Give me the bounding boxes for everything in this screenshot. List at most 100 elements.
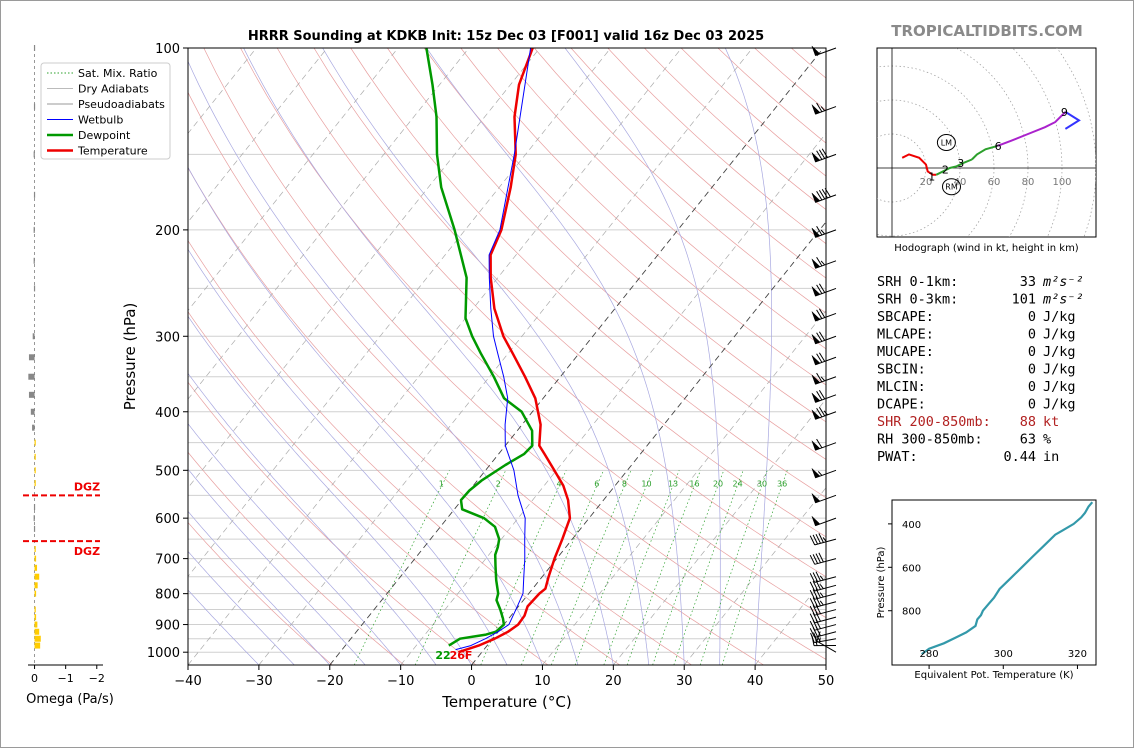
omega-bar bbox=[34, 606, 36, 613]
brand-logo: TROPICALTIDBITS.COM bbox=[891, 22, 1083, 40]
y-tick-label: 200 bbox=[155, 224, 180, 239]
series-dewpoint bbox=[425, 48, 534, 647]
mixing-ratio-label: 16 bbox=[689, 480, 699, 489]
wind-barb bbox=[811, 493, 837, 504]
indices-panel: SRH 0-1km: 33 m²s⁻² SRH 0-3km: 101 m²s⁻² SBCAP… bbox=[877, 274, 1084, 465]
omega-bar bbox=[33, 503, 36, 510]
wind-barb bbox=[809, 596, 837, 608]
wind-barb bbox=[811, 308, 837, 322]
wind-barb-staff bbox=[809, 571, 837, 583]
omega-bar bbox=[34, 614, 37, 621]
dry-adiabat bbox=[240, 48, 826, 619]
index-unit: J/kg bbox=[1043, 362, 1076, 378]
wind-barb-pennant bbox=[811, 334, 821, 345]
isotherm-line bbox=[188, 48, 470, 400]
isotherm-line bbox=[683, 487, 826, 665]
mixing-ratio-label: 10 bbox=[641, 480, 651, 489]
mixing-ratio-line bbox=[603, 470, 680, 665]
isotherm-line bbox=[0, 48, 44, 665]
wind-barb-staff bbox=[815, 406, 837, 420]
hodograph-height-label: 2 bbox=[942, 164, 949, 177]
legend-label: Dry Adiabats bbox=[78, 83, 149, 96]
hodograph-ring-label: 40 bbox=[954, 177, 967, 188]
hodograph-segment bbox=[901, 153, 937, 176]
dry-adiabat bbox=[313, 48, 826, 538]
index-value: 0 bbox=[1028, 379, 1036, 395]
theta-e-y-tick-label: 800 bbox=[902, 607, 921, 618]
mixing-ratio-line bbox=[673, 470, 744, 665]
y-tick-label: 700 bbox=[155, 553, 180, 568]
mixing-ratio-line bbox=[480, 470, 567, 665]
wind-barb-staff bbox=[810, 632, 837, 644]
theta-e-y-tick-label: 400 bbox=[902, 520, 921, 531]
mixing-ratio-label: 8 bbox=[622, 480, 627, 489]
omega-bar bbox=[34, 642, 41, 649]
moist-adiabat bbox=[188, 60, 579, 665]
isotherm-line bbox=[188, 48, 541, 489]
wind-barb bbox=[811, 283, 837, 297]
index-value: 0.44 bbox=[1003, 449, 1036, 465]
storm-motion-marker bbox=[936, 134, 956, 151]
wind-barb bbox=[809, 533, 837, 546]
index-label: SRH 0-1km: bbox=[877, 274, 958, 290]
wind-barb bbox=[809, 604, 837, 616]
omega-bar bbox=[28, 373, 35, 380]
hodograph-height-label: 9 bbox=[1061, 106, 1068, 119]
x-tick-label: −30 bbox=[245, 674, 272, 689]
index-value: 88 bbox=[1020, 414, 1036, 430]
hodograph-ring-label: 20 bbox=[920, 177, 933, 188]
mixing-ratio-line bbox=[521, 470, 604, 665]
wind-barb bbox=[811, 226, 837, 238]
theta-e-y-axis-label: Pressure (hPa) bbox=[876, 547, 887, 619]
wind-barb bbox=[811, 468, 837, 479]
index-value: 63 bbox=[1020, 432, 1036, 448]
x-tick-label: 0 bbox=[467, 674, 475, 689]
moist-adiabat bbox=[564, 48, 721, 665]
omega-bar bbox=[30, 408, 35, 415]
omega-bar bbox=[34, 621, 38, 628]
mixing-ratio-line bbox=[699, 470, 768, 665]
mixing-ratio-label: 6 bbox=[594, 480, 599, 489]
index-label: SHR 200-850mb: bbox=[877, 414, 991, 430]
wind-barb bbox=[809, 588, 837, 600]
legend-label: Wetbulb bbox=[78, 114, 123, 127]
x-tick-label: −10 bbox=[387, 674, 414, 689]
wind-barb-pennant bbox=[811, 258, 821, 269]
wind-barb-staff bbox=[809, 604, 837, 616]
wind-barb-staff bbox=[809, 552, 837, 565]
isotherm-line bbox=[400, 132, 826, 665]
index-unit: m²s⁻² bbox=[1042, 292, 1084, 308]
wind-barb-staff bbox=[815, 148, 837, 163]
wind-barb bbox=[811, 187, 837, 203]
index-label: PWAT: bbox=[877, 449, 918, 465]
y-tick-label: 1000 bbox=[147, 646, 180, 661]
omega-bar bbox=[33, 525, 36, 532]
dry-adiabat bbox=[203, 48, 826, 660]
moist-adiabat bbox=[188, 468, 366, 665]
index-value: 0 bbox=[1028, 309, 1036, 325]
omega-bar bbox=[28, 391, 35, 398]
wind-barb-pennant bbox=[811, 374, 821, 385]
skewt-background bbox=[0, 48, 826, 665]
wind-barb bbox=[811, 331, 837, 345]
dry-adiabat bbox=[188, 311, 549, 665]
dry-adiabat bbox=[188, 451, 405, 665]
x-tick-label: −40 bbox=[174, 674, 201, 689]
omega-x-tick-label: −1 bbox=[58, 672, 74, 685]
dry-adiabat bbox=[188, 167, 692, 665]
dry-adiabat bbox=[387, 48, 826, 460]
wind-barb bbox=[811, 372, 837, 385]
wind-barb-pennant bbox=[811, 392, 821, 403]
wind-barbs bbox=[809, 45, 837, 653]
index-value: 0 bbox=[1028, 327, 1036, 343]
wind-barb-pennant bbox=[811, 311, 821, 322]
legend: Sat. Mix. Ratio Dry Adiabats Pseudoadiabat… bbox=[40, 62, 171, 160]
omega-bar bbox=[34, 480, 36, 487]
hodograph-height-label: 3 bbox=[957, 157, 964, 170]
wind-barb bbox=[811, 438, 837, 451]
x-tick-label: 20 bbox=[605, 674, 622, 689]
omega-bar bbox=[33, 285, 36, 292]
x-tick-label: −20 bbox=[316, 674, 343, 689]
omega-bar bbox=[33, 45, 36, 51]
index-value: 33 bbox=[1020, 274, 1036, 290]
